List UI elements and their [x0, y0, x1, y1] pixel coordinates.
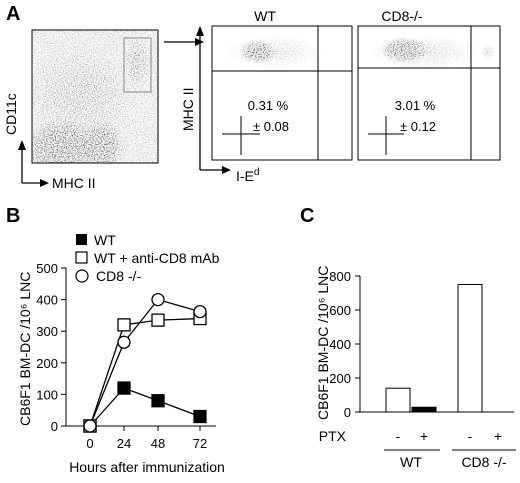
b-point-series-0-x48	[151, 394, 165, 408]
legend-marker-wt	[76, 234, 87, 245]
panel-b-x-label: Hours after immunization	[69, 459, 225, 475]
panel-b-letter: B	[6, 205, 20, 227]
b-x-tick-label-72: 72	[193, 436, 207, 451]
legend-marker-cd8-ko	[75, 269, 89, 283]
b-y-tick-label-200: 200	[36, 356, 58, 371]
c-y-tick-label-200: 200	[329, 371, 351, 386]
b-line-series-2	[89, 298, 201, 427]
b-point-series-2-x0	[83, 419, 97, 433]
c-bar-1	[411, 406, 437, 413]
cd8-sd: ± 0.12	[400, 119, 436, 134]
panel-b-series-lines	[89, 298, 201, 427]
group-label-cd8: CD8 -/-	[461, 454, 506, 470]
cd8-plot-density	[370, 34, 496, 70]
c-category-label-1: +	[420, 428, 428, 444]
dot-plot-x-label: MHC II	[52, 175, 96, 191]
panel-b-y-label: CB6F1 BM-DC /10⁶ LNC	[17, 272, 33, 426]
b-point-series-0-x24	[117, 381, 131, 395]
x-axis-arrow-head	[40, 179, 49, 187]
c-y-tick-label-800: 800	[329, 269, 351, 284]
panel-b-line-chart: B CB6F1 BM-DC /10⁶ LNC Hours after immun…	[6, 205, 225, 475]
b-point-series-2-x48	[151, 292, 165, 307]
cd8-quadrant-plot: CD8-/- 3.01 % ± 0.12	[357, 8, 501, 161]
c-y-tick-label-400: 400	[329, 337, 351, 352]
panel-c-ptx-label: PTX	[319, 428, 347, 444]
wt-quadrant-plot: WT 0.31 % ± 0.08	[211, 8, 353, 161]
panel-a-letter: A	[6, 3, 20, 25]
cd8-percent: 3.01 %	[395, 98, 436, 113]
c-category-label-2: -	[468, 428, 473, 444]
dot-plot-y-label: CD11c	[3, 93, 19, 135]
legend-marker-anti-cd8	[75, 251, 88, 264]
wt-plot-density	[225, 34, 325, 70]
sub-x-label: I-Ed	[236, 167, 259, 184]
panel-c-ticks: 0 200 400 600 800	[329, 269, 360, 420]
panel-c-category-labels: - + - +	[396, 428, 502, 444]
b-line-series-1	[89, 317, 201, 427]
panel-c-letter: C	[300, 205, 314, 227]
panel-a: A CD11c MHC II WT	[3, 3, 501, 191]
cd11c-mhcii-dot-plot: CD11c MHC II	[3, 29, 159, 191]
c-y-tick-label-600: 600	[329, 303, 351, 318]
gate-rectangle	[123, 37, 152, 93]
panel-b-series-markers	[83, 292, 207, 433]
b-y-tick-label-400: 400	[36, 293, 58, 308]
sub-y-axis-arrow-head	[196, 26, 204, 36]
sub-x-label-sup: d	[254, 167, 260, 178]
b-x-tick-label-24: 24	[117, 436, 131, 451]
legend-label-anti-cd8: WT + anti-CD8 mAb	[94, 250, 220, 266]
cd8-plot-title: CD8-/-	[381, 8, 423, 24]
c-bar-0	[385, 387, 411, 413]
wt-sd: ± 0.08	[253, 119, 289, 134]
b-point-series-1-x24	[117, 318, 131, 332]
panel-b-legend: WT WT + anti-CD8 mAb CD8 -/-	[75, 232, 220, 284]
wt-plot-title: WT	[254, 8, 276, 24]
c-bar-2	[457, 284, 483, 413]
dot-plot-density	[32, 30, 158, 163]
b-y-tick-label-300: 300	[36, 324, 58, 339]
c-y-tick-label-0: 0	[344, 405, 351, 420]
legend-label-wt: WT	[94, 232, 116, 248]
b-y-tick-label-0: 0	[51, 419, 58, 434]
b-y-tick-label-100: 100	[36, 387, 58, 402]
sub-x-axis-arrow-head	[222, 166, 231, 174]
panel-c-bars	[385, 284, 483, 413]
b-x-tick-label-0: 0	[86, 436, 93, 451]
b-point-series-2-x72	[193, 304, 207, 319]
sub-x-label-main: I-E	[236, 168, 254, 184]
b-point-series-1-x48	[151, 313, 165, 327]
panel-c-y-label: CB6F1 BM-DC /10⁶ LNC	[315, 266, 331, 420]
b-y-tick-label-500: 500	[36, 261, 58, 276]
legend-label-cd8-ko: CD8 -/-	[96, 268, 141, 284]
panel-c-bar-chart: C CB6F1 BM-DC /10⁶ LNC PTX 0 200 400 600 800…	[300, 205, 516, 470]
wt-percent: 0.31 %	[248, 98, 289, 113]
b-line-series-0	[89, 387, 201, 427]
b-point-series-0-x72	[193, 409, 207, 424]
sub-y-label: MHC II	[180, 87, 196, 131]
b-point-series-2-x24	[117, 335, 131, 349]
c-category-label-3: +	[494, 428, 502, 444]
y-axis-arrow-head	[18, 140, 26, 150]
c-category-label-0: -	[396, 428, 401, 444]
panel-b-ticks: 0 100 200 300 400 500 0 24 48 72	[36, 261, 207, 451]
b-x-tick-label-48: 48	[151, 436, 165, 451]
group-label-wt: WT	[400, 454, 422, 470]
